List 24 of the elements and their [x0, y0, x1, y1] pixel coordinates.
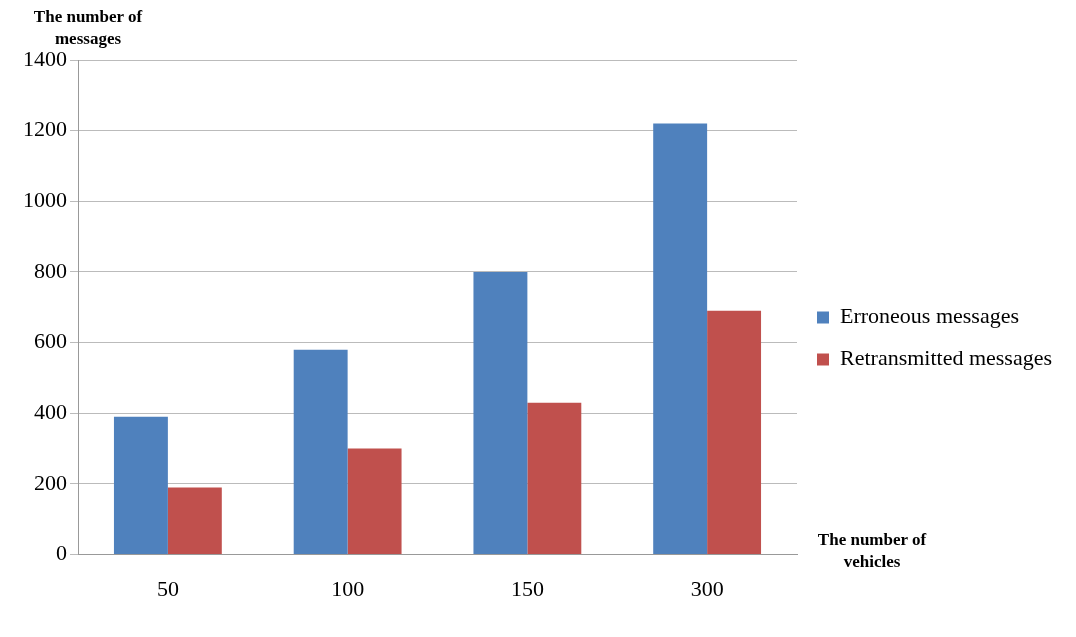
y-tick-label: 0 — [56, 540, 67, 566]
bar — [293, 349, 348, 555]
legend-label: Retransmitted messages — [840, 345, 1053, 371]
bar — [527, 402, 582, 555]
bar — [473, 271, 528, 555]
bar — [167, 487, 222, 555]
legend-label: Erroneous messages — [840, 303, 1020, 329]
y-axis-title: The number of messages — [33, 7, 143, 48]
x-tick-label: 300 — [690, 575, 724, 601]
x-axis-title: The number of vehicles — [817, 529, 927, 571]
bar — [653, 123, 708, 555]
y-tick-label: 400 — [34, 399, 67, 425]
bar — [113, 416, 168, 555]
bar — [347, 448, 402, 555]
x-tick-label: 150 — [510, 575, 544, 601]
y-tick-label: 800 — [34, 257, 67, 283]
x-tick-label: 50 — [156, 575, 179, 601]
y-tick-label: 1200 — [23, 116, 67, 142]
y-tick-label: 200 — [34, 469, 67, 495]
y-tick-label: 600 — [34, 328, 67, 354]
y-tick-label: 1400 — [23, 45, 67, 71]
x-tick-label: 100 — [331, 575, 365, 601]
bar — [707, 310, 762, 555]
y-tick-label: 1000 — [23, 187, 67, 213]
